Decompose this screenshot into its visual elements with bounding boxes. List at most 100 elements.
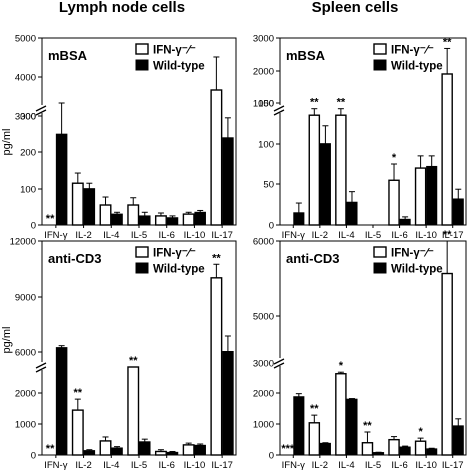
bar-ifng-ko [335,114,347,226]
bar-ifng-ko [71,409,84,456]
x-tick-label: IL-5 [131,460,147,471]
legend-label-wt: Wild-type [153,264,205,276]
bar-wild-type [139,215,151,226]
axis-break-mark [273,105,285,112]
y-tick-label: 1000 [15,420,36,431]
x-tick-label: IFN-γ [44,460,67,471]
bar-wild-type [426,448,438,456]
y-tick-label: 100 [258,140,274,151]
x-tick-label: IL-2 [75,460,91,471]
y-tick-label: 0 [31,451,36,462]
x-tick-label: IL-2 [312,460,328,471]
x-tick-label: IL-10 [184,230,206,241]
legend-swatch-ko [373,43,387,55]
bar-ifng-ko [154,215,167,226]
legend-label-wt: Wild-type [391,264,443,276]
y-tick-label: 9000 [15,293,36,304]
bar-ifng-ko [414,167,427,226]
y-tick-label: 12000 [10,237,36,248]
bar-ifng-ko [308,114,321,226]
axis-break-mark [35,109,47,116]
bar-wild-type [399,218,411,226]
x-tick-label: IL-5 [365,460,381,471]
bar-wild-type [346,398,358,456]
bar-wild-type [293,396,305,456]
x-tick-label: IL-17 [211,230,233,241]
y-tick-label: 3000 [253,34,274,45]
x-tick-label: IFN-γ [44,230,67,241]
bar-wild-type [452,425,464,456]
significance-marker: * [392,152,397,164]
bar-wild-type [319,143,331,226]
y-tick-label: 3000 [253,359,274,370]
legend-swatch-wt [373,59,387,71]
bar-ifng-ko [388,179,400,226]
significance-marker: ** [46,213,55,225]
legend-label-wt: Wild-type [153,61,205,73]
bar-wild-type [222,350,234,456]
bar-ifng-ko [388,438,400,456]
bar-ifng-ko [182,444,195,456]
legend-label-ko: IFN-γ⁻⁄⁻ [391,248,434,260]
significance-marker: ** [212,252,221,264]
x-tick-label: IL-17 [442,230,464,241]
x-tick-label: IL-5 [365,230,381,241]
bar-ifng-ko [99,440,112,456]
significance-marker: * [418,426,423,438]
bar-wild-type [55,133,68,226]
y-tick-label: 0 [269,451,274,462]
bar-wild-type [83,188,96,226]
bar-wild-type [319,442,331,456]
legend-label-wt: Wild-type [391,61,443,73]
y-tick-label: 1000 [253,99,274,110]
bar-wild-type [452,198,464,226]
y-tick-label: 6000 [15,348,36,359]
y-tick-label: 50 [263,180,274,191]
y-axis-label-top: pg/ml [1,129,13,156]
axis-break-mark [35,105,47,112]
y-axis-label-bottom: pg/ml [1,327,13,354]
panel-label: mBSA [48,48,88,63]
y-tick-label: 200 [20,148,36,159]
bar-wild-type [194,444,206,456]
chart-panel: 0 1000 2000 3000 5000 6000 anti-CD3 IFN-γ⁻⁄⁻ Wil… [253,229,467,471]
y-tick-label: 3000 [15,112,36,123]
legend-swatch-ko [135,43,149,55]
bar-wild-type [111,213,123,226]
bar-wild-type [194,211,206,226]
bar-wild-type [346,201,358,226]
significance-marker: ** [443,229,452,241]
y-tick-label: 2000 [253,67,274,78]
axis-break-mark [273,358,285,365]
y-tick-label: 2000 [15,389,36,400]
x-tick-label: IL-4 [103,230,119,241]
y-tick-label: 5000 [253,312,274,323]
left-column-title: Lymph node cells [59,0,185,16]
bar-ifng-ko [182,213,195,226]
bar-wild-type [166,451,179,456]
significance-marker: ** [74,387,83,399]
bar-wild-type [139,441,151,456]
x-tick-label: IL-6 [159,460,175,471]
significance-marker: ** [46,443,55,455]
bar-wild-type [83,450,96,456]
significance-marker: ** [337,97,346,109]
legend-swatch-wt [135,59,149,71]
significance-marker: ** [310,97,319,109]
bar-ifng-ko [361,442,374,456]
axis-break-mark [273,109,285,116]
bar-wild-type [293,212,305,226]
bar-ifng-ko [414,440,427,456]
bar-ifng-ko [210,89,223,226]
bar-ifng-ko [335,373,347,456]
significance-marker: * [339,360,344,372]
y-tick-label: 4000 [15,73,36,84]
y-tick-label: 0 [31,221,36,232]
y-tick-label: 5000 [15,34,36,45]
x-tick-label: IL-17 [211,460,233,471]
bar-wild-type [373,452,385,456]
x-tick-label: IFN-γ [282,460,305,471]
bar-ifng-ko [210,277,223,456]
